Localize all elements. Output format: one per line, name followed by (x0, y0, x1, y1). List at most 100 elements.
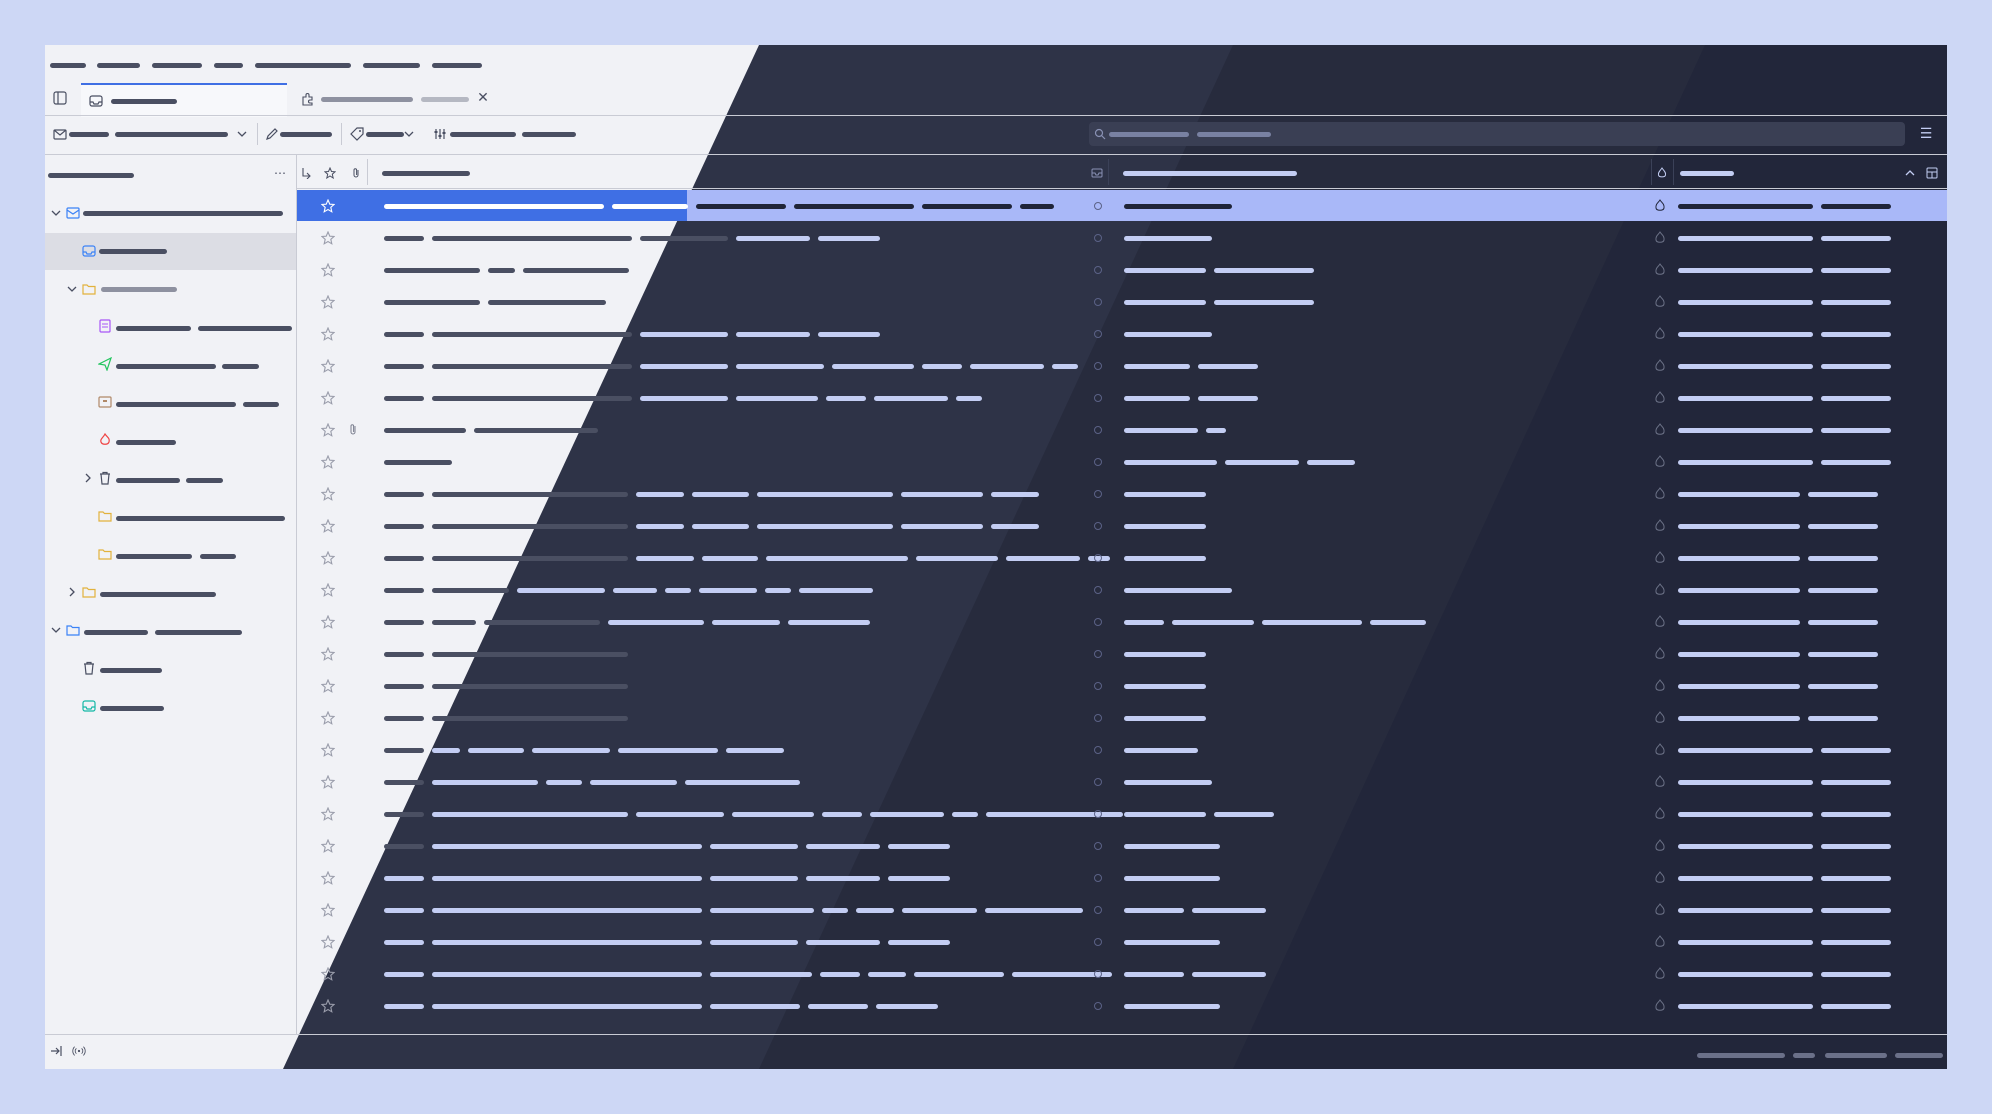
read-status-icon[interactable] (1094, 298, 1102, 306)
junk-status-icon[interactable] (1654, 647, 1666, 661)
folder-sent-label-2[interactable] (222, 364, 259, 369)
folder-group-2-label[interactable] (100, 592, 216, 597)
table-row[interactable] (297, 702, 1947, 734)
folder-group-label[interactable] (101, 287, 177, 292)
menu-view[interactable] (152, 63, 202, 68)
folder-pane-toggle-icon[interactable] (53, 91, 67, 105)
table-row[interactable] (297, 350, 1947, 382)
star-icon[interactable] (321, 423, 335, 437)
menu-file[interactable] (50, 63, 86, 68)
table-row[interactable] (297, 638, 1947, 670)
star-icon[interactable] (321, 615, 335, 629)
search-input[interactable] (1089, 122, 1905, 146)
junk-status-icon[interactable] (1654, 839, 1666, 853)
table-row[interactable] (297, 478, 1947, 510)
star-icon[interactable] (321, 775, 335, 789)
read-status-icon[interactable] (1094, 490, 1102, 498)
column-divider[interactable] (1108, 159, 1109, 185)
junk-status-icon[interactable] (1654, 455, 1666, 469)
junk-status-icon[interactable] (1654, 775, 1666, 789)
read-status-icon[interactable] (1094, 970, 1102, 978)
folder-archive-label[interactable] (116, 402, 236, 407)
junk-status-icon[interactable] (1654, 967, 1666, 981)
account-name[interactable] (83, 211, 283, 216)
read-status-icon[interactable] (1094, 682, 1102, 690)
read-status-icon[interactable] (1094, 906, 1102, 914)
star-icon[interactable] (321, 487, 335, 501)
tag-label[interactable] (366, 132, 404, 137)
star-icon[interactable] (321, 807, 335, 821)
read-status-icon[interactable] (1094, 714, 1102, 722)
table-row[interactable] (297, 382, 1947, 414)
star-icon[interactable] (321, 359, 335, 373)
star-icon[interactable] (321, 199, 335, 213)
chevron-down-icon[interactable] (402, 127, 416, 141)
star-column-icon[interactable] (323, 166, 337, 180)
read-status-icon[interactable] (1094, 586, 1102, 594)
tab-inbox[interactable] (81, 83, 287, 117)
folder-sent-label[interactable] (116, 364, 216, 369)
star-icon[interactable] (321, 903, 335, 917)
star-icon[interactable] (321, 455, 335, 469)
folder-drafts-label-2[interactable] (198, 326, 292, 331)
table-row[interactable] (297, 222, 1947, 254)
table-row[interactable] (297, 734, 1947, 766)
filter-sub-label[interactable] (522, 132, 576, 137)
subject-column-header[interactable] (382, 171, 470, 176)
junk-column-icon[interactable] (1655, 166, 1669, 180)
star-icon[interactable] (321, 839, 335, 853)
star-icon[interactable] (321, 391, 335, 405)
folder-junk-label[interactable] (116, 440, 176, 445)
star-icon[interactable] (321, 231, 335, 245)
folder-custom-2-label-2[interactable] (200, 554, 236, 559)
column-divider[interactable] (1673, 159, 1674, 185)
table-row[interactable] (297, 542, 1947, 574)
column-divider[interactable] (367, 159, 368, 185)
junk-status-icon[interactable] (1654, 743, 1666, 757)
star-icon[interactable] (321, 327, 335, 341)
read-status-icon[interactable] (1094, 362, 1102, 370)
folder-trash-label-2[interactable] (186, 478, 223, 483)
junk-status-icon[interactable] (1654, 807, 1666, 821)
star-icon[interactable] (321, 583, 335, 597)
junk-status-icon[interactable] (1654, 359, 1666, 373)
close-icon[interactable]: ✕ (477, 90, 489, 106)
read-status-icon[interactable] (1094, 458, 1102, 466)
read-status-icon[interactable] (1094, 202, 1102, 210)
junk-status-icon[interactable] (1654, 679, 1666, 693)
read-status-icon[interactable] (1094, 618, 1102, 626)
chevron-right-icon[interactable] (81, 471, 95, 485)
menu-go[interactable] (214, 63, 243, 68)
junk-status-icon[interactable] (1654, 295, 1666, 309)
table-row[interactable] (297, 926, 1947, 958)
read-status-icon[interactable] (1094, 1002, 1102, 1010)
menu-edit[interactable] (97, 63, 140, 68)
get-messages-icon[interactable] (53, 127, 67, 141)
correspondent-column-header[interactable] (1123, 171, 1297, 176)
get-messages-sub-label[interactable] (115, 132, 228, 137)
read-status-icon[interactable] (1094, 938, 1102, 946)
table-row[interactable] (297, 990, 1947, 1022)
table-row[interactable] (297, 510, 1947, 542)
chevron-down-icon[interactable] (65, 282, 79, 296)
table-row[interactable] (297, 254, 1947, 286)
star-icon[interactable] (321, 647, 335, 661)
table-row[interactable] (297, 894, 1947, 926)
table-row[interactable] (297, 606, 1947, 638)
table-row[interactable] (297, 958, 1947, 990)
junk-status-icon[interactable] (1654, 327, 1666, 341)
get-messages-label[interactable] (69, 132, 109, 137)
local-trash-label[interactable] (100, 668, 162, 673)
table-row[interactable] (297, 190, 1947, 222)
read-status-icon[interactable] (1094, 746, 1102, 754)
read-status-icon[interactable] (1094, 266, 1102, 274)
folder-inbox-label[interactable] (99, 249, 167, 254)
local-outbox-label[interactable] (100, 706, 164, 711)
table-row[interactable] (297, 318, 1947, 350)
read-status-icon[interactable] (1094, 842, 1102, 850)
attachment-column-icon[interactable] (349, 166, 363, 180)
junk-status-icon[interactable] (1654, 423, 1666, 437)
write-label[interactable] (280, 132, 332, 137)
read-status-icon[interactable] (1094, 810, 1102, 818)
app-menu-icon[interactable]: ☰ (1919, 126, 1933, 142)
